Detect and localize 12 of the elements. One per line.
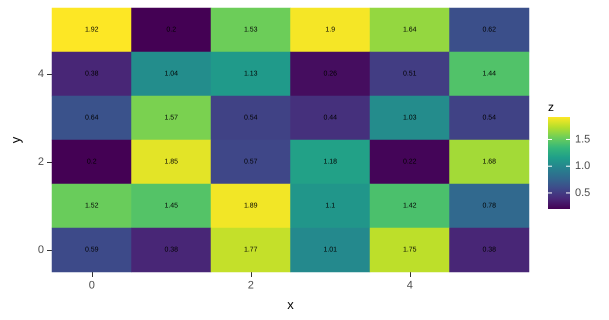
- color-bar-label: 1.0: [575, 160, 590, 172]
- x-tick-label: 0: [88, 280, 95, 292]
- y-tick-label: 0: [38, 244, 44, 256]
- x-tick-label: 4: [406, 280, 413, 292]
- x-tick-label: 2: [248, 280, 254, 292]
- y-axis-title: y: [8, 136, 23, 144]
- color-bar-title: z: [548, 100, 554, 114]
- x-axis-title: x: [287, 297, 294, 312]
- color-bar-label: 1.5: [575, 133, 590, 146]
- color-bar-label: 0.5: [575, 186, 590, 199]
- y-tick-label: 4: [38, 68, 44, 80]
- y-tick-label: 2: [38, 156, 44, 168]
